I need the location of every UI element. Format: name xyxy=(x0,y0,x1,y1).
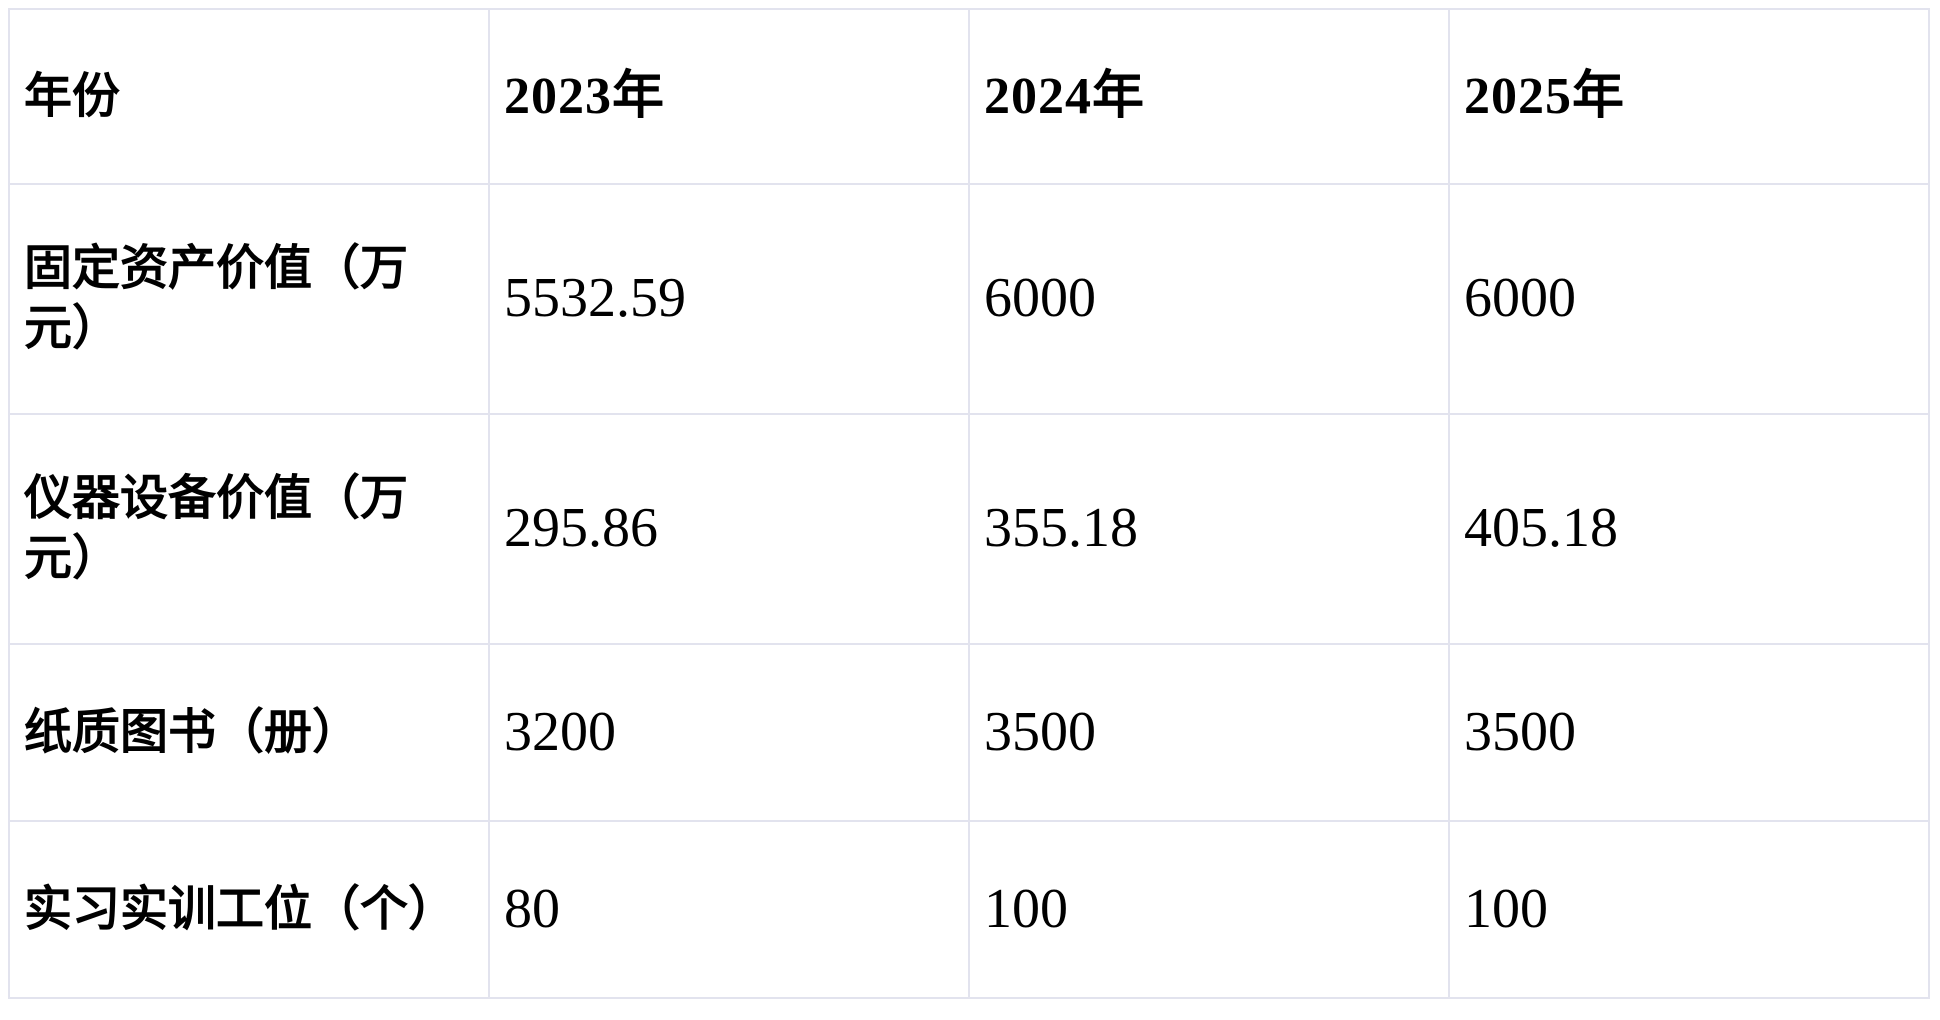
column-header-2025: 2025年 xyxy=(1448,8,1930,185)
column-header-year-label: 年份 xyxy=(8,8,490,185)
row-label-equipment: 仪器设备价值（万元） xyxy=(8,413,490,645)
header-row: 年份 2023年 2024年 2025年 xyxy=(8,8,1930,185)
statistics-table: 年份 2023年 2024年 2025年 固定资产价值（万元） 5532.59 … xyxy=(8,8,1930,1000)
cell-workstations-2023: 80 xyxy=(488,820,970,1000)
cell-books-2023: 3200 xyxy=(488,642,970,823)
cell-fixed-assets-2023: 5532.59 xyxy=(488,183,970,415)
cell-books-2024: 3500 xyxy=(968,642,1450,823)
cell-fixed-assets-2024: 6000 xyxy=(968,183,1450,415)
table-row-workstations: 实习实训工位（个） 80 100 100 xyxy=(8,820,1930,1000)
table-row-fixed-assets: 固定资产价值（万元） 5532.59 6000 6000 xyxy=(8,183,1930,415)
cell-books-2025: 3500 xyxy=(1448,642,1930,823)
table-row-equipment: 仪器设备价值（万元） 295.86 355.18 405.18 xyxy=(8,413,1930,645)
cell-equipment-2023: 295.86 xyxy=(488,413,970,645)
table-body: 固定资产价值（万元） 5532.59 6000 6000 仪器设备价值（万元） … xyxy=(8,183,1930,1000)
cell-workstations-2025: 100 xyxy=(1448,820,1930,1000)
cell-equipment-2025: 405.18 xyxy=(1448,413,1930,645)
cell-workstations-2024: 100 xyxy=(968,820,1450,1000)
row-label-workstations: 实习实训工位（个） xyxy=(8,820,490,1000)
table-row-books: 纸质图书（册） 3200 3500 3500 xyxy=(8,642,1930,823)
row-label-books: 纸质图书（册） xyxy=(8,642,490,823)
cell-fixed-assets-2025: 6000 xyxy=(1448,183,1930,415)
row-label-fixed-assets: 固定资产价值（万元） xyxy=(8,183,490,415)
column-header-2024: 2024年 xyxy=(968,8,1450,185)
table-header: 年份 2023年 2024年 2025年 xyxy=(8,8,1930,185)
cell-equipment-2024: 355.18 xyxy=(968,413,1450,645)
column-header-2023: 2023年 xyxy=(488,8,970,185)
